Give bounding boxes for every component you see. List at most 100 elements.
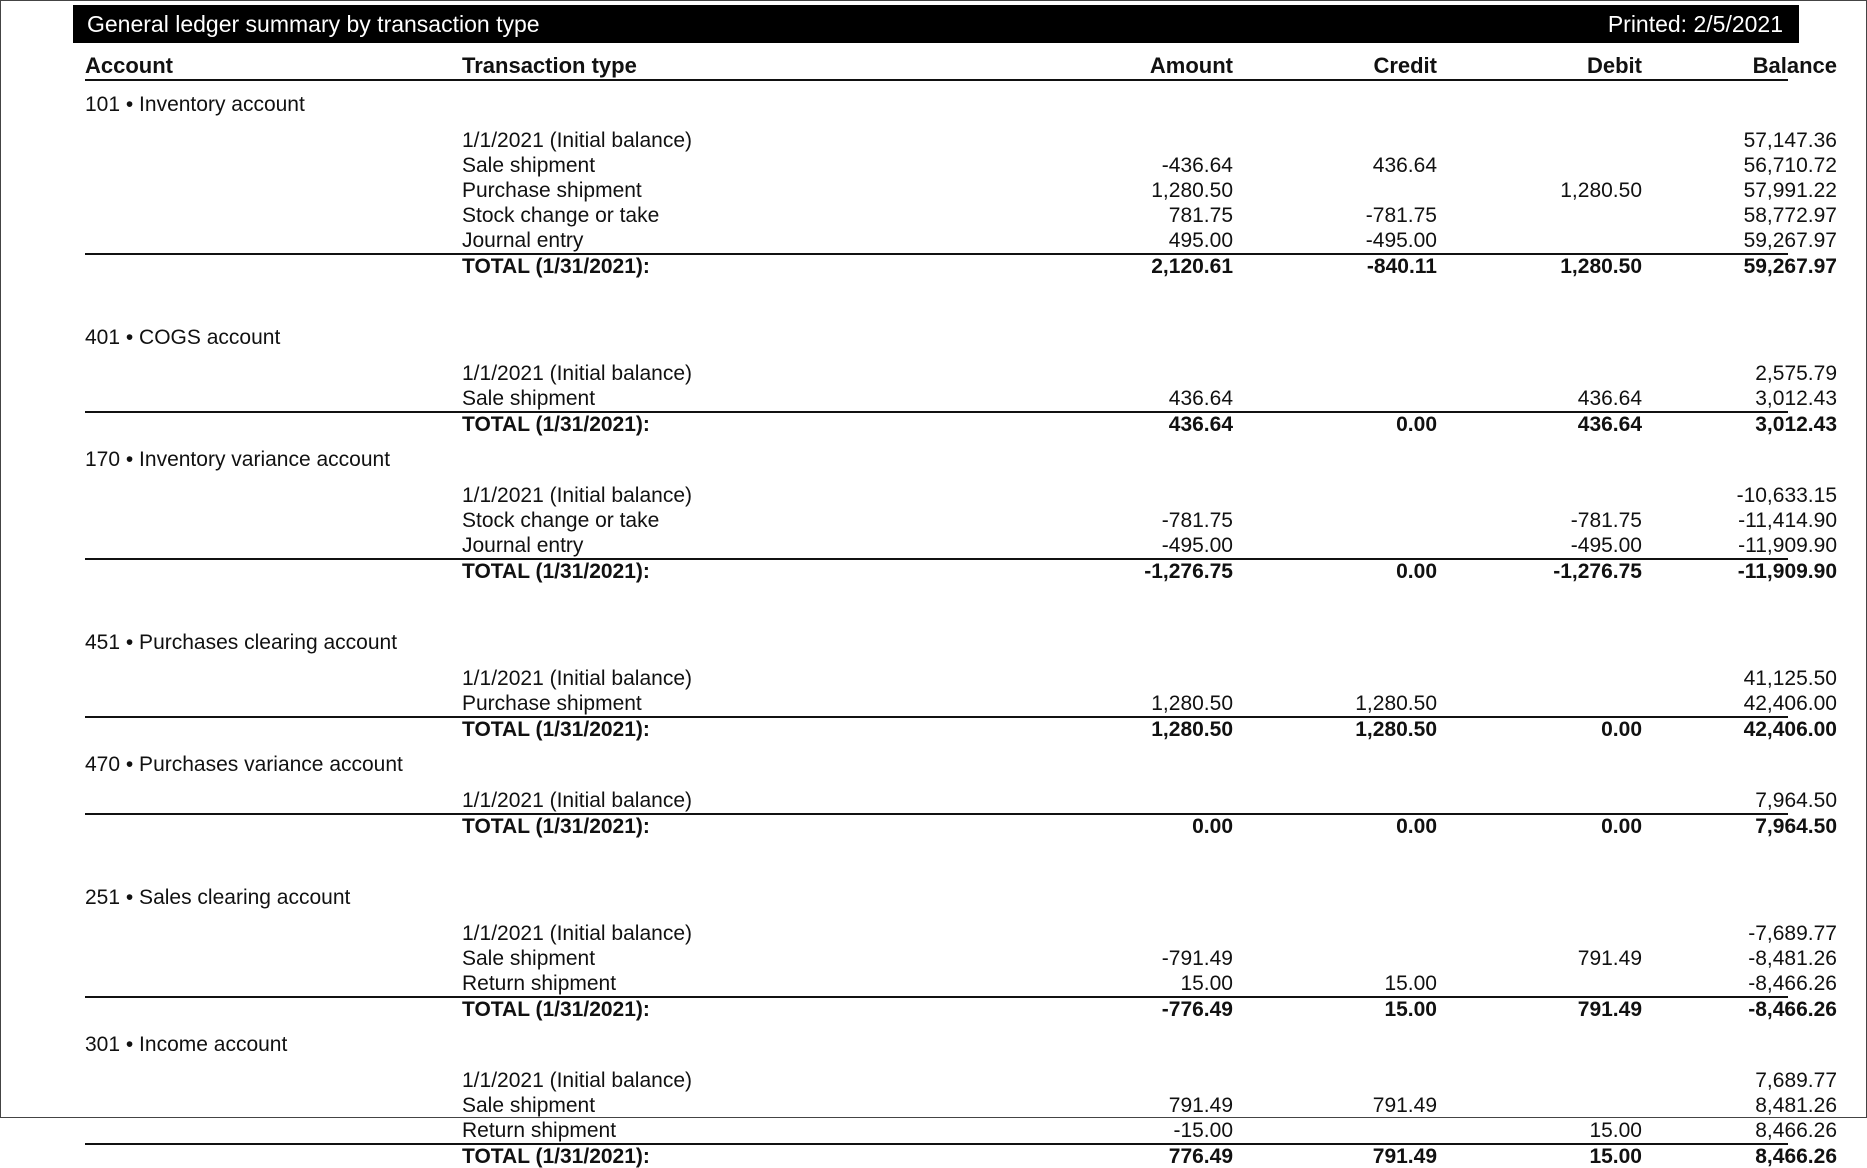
transaction-row: Sale shipment -791.49 791.49 -8,481.26: [85, 946, 1837, 971]
report-title: General ledger summary by transaction ty…: [87, 11, 540, 37]
transaction-type-cell: Purchase shipment: [462, 692, 642, 715]
total-balance: 59,267.97: [1743, 255, 1837, 278]
transaction-type-cell: Return shipment: [462, 1119, 617, 1142]
balance-cell: 7,964.50: [1755, 789, 1837, 812]
account-block: 170 • Inventory variance account 1/1/2021…: [85, 436, 1837, 583]
account-block: 301 • Income account 1/1/2021 (Initial ba…: [85, 1021, 1837, 1168]
account-name: 101 • Inventory account: [85, 93, 305, 116]
total-credit: -840.11: [1366, 255, 1437, 278]
credit-cell: 15.00: [1384, 972, 1437, 995]
column-header-transaction-type: Transaction type: [462, 53, 637, 78]
transaction-row: Stock change or take -781.75 -781.75 -11,41…: [85, 508, 1837, 533]
total-label: TOTAL (1/31/2021):: [462, 998, 650, 1021]
balance-cell: -7,689.77: [1748, 922, 1837, 945]
transaction-row: 1/1/2021 (Initial balance) 57,147.36: [85, 128, 1837, 153]
transaction-row: 1/1/2021 (Initial balance) -10,633.15: [85, 483, 1837, 508]
total-label: TOTAL (1/31/2021):: [462, 255, 650, 278]
transaction-type-cell: 1/1/2021 (Initial balance): [462, 667, 692, 690]
transaction-row: Return shipment 15.00 15.00 -8,466.26: [85, 971, 1837, 996]
credit-cell: -495.00: [1365, 229, 1437, 252]
balance-cell: -8,481.26: [1748, 947, 1837, 970]
balance-cell: 56,710.72: [1743, 154, 1837, 177]
account-block: 451 • Purchases clearing account 1/1/2021…: [85, 619, 1837, 741]
balance-cell: 59,267.97: [1743, 229, 1837, 252]
column-header-row: Account Transaction type Amount Credit D…: [73, 53, 1837, 79]
balance-cell: 57,991.22: [1743, 179, 1837, 202]
amount-cell: 1,280.50: [1151, 692, 1233, 715]
total-amount: -1,276.75: [1144, 560, 1233, 583]
balance-cell: 57,147.36: [1743, 129, 1837, 152]
transaction-type-cell: Journal entry: [462, 229, 584, 252]
credit-cell: -781.75: [1365, 204, 1437, 227]
transaction-type-cell: 1/1/2021 (Initial balance): [462, 1069, 692, 1092]
transaction-type-cell: Purchase shipment: [462, 179, 642, 202]
total-row: TOTAL (1/31/2021): 1,280.50 1,280.50 0.00 42…: [85, 716, 1837, 741]
total-credit: 1,280.50: [1355, 718, 1437, 741]
transaction-type-cell: 1/1/2021 (Initial balance): [462, 484, 692, 507]
transaction-row: Sale shipment -436.64 436.64 56,710.72: [85, 153, 1837, 178]
credit-cell: 1,280.50: [1355, 692, 1437, 715]
account-name: 301 • Income account: [85, 1033, 288, 1056]
total-debit: 436.64: [1577, 413, 1642, 436]
account-name: 470 • Purchases variance account: [85, 753, 403, 776]
transaction-type-cell: Stock change or take: [462, 509, 660, 532]
balance-cell: 8,466.26: [1755, 1119, 1837, 1142]
debit-cell: 436.64: [1577, 387, 1642, 410]
total-row: TOTAL (1/31/2021): 776.49 791.49 15.00 8,466…: [85, 1143, 1837, 1168]
transaction-type-cell: 1/1/2021 (Initial balance): [462, 129, 692, 152]
total-balance: -8,466.26: [1748, 998, 1837, 1021]
transaction-row: Sale shipment 436.64 436.64 3,012.43: [85, 386, 1837, 411]
transaction-row: Return shipment -15.00 15.00 8,466.26: [85, 1118, 1837, 1143]
transaction-type-cell: Stock change or take: [462, 204, 660, 227]
balance-cell: 2,575.79: [1755, 362, 1837, 385]
transaction-row: 1/1/2021 (Initial balance) 2,575.79: [85, 361, 1837, 386]
total-amount: 1,280.50: [1151, 718, 1233, 741]
transaction-type-cell: Sale shipment: [462, 947, 596, 970]
account-block: 470 • Purchases variance account 1/1/2021…: [85, 741, 1837, 838]
total-balance: 8,466.26: [1755, 1145, 1837, 1168]
total-debit: 15.00: [1589, 1145, 1642, 1168]
balance-cell: 58,772.97: [1743, 204, 1837, 227]
total-label: TOTAL (1/31/2021):: [462, 1145, 650, 1168]
balance-cell: 8,481.26: [1755, 1094, 1837, 1117]
account-block: 401 • COGS account 1/1/2021 (Initial bala…: [85, 314, 1837, 436]
debit-cell: 15.00: [1589, 1119, 1642, 1142]
credit-cell: 791.49: [1372, 1094, 1437, 1117]
balance-cell: -10,633.15: [1736, 484, 1837, 507]
total-row: TOTAL (1/31/2021): 436.64 0.00 436.64 3,012.…: [85, 411, 1837, 436]
debit-cell: -781.75: [1570, 509, 1642, 532]
total-balance: 42,406.00: [1743, 718, 1837, 741]
total-debit: 1,280.50: [1560, 255, 1642, 278]
column-header-debit: Debit: [1587, 53, 1642, 78]
transaction-row: 1/1/2021 (Initial balance) 7,964.50: [85, 788, 1837, 813]
transaction-row: Stock change or take 781.75 -781.75 58,772.…: [85, 203, 1837, 228]
column-header-amount: Amount: [1149, 53, 1233, 78]
amount-cell: -436.64: [1161, 154, 1233, 177]
balance-cell: 3,012.43: [1755, 387, 1837, 410]
account-block: 251 • Sales clearing account 1/1/2021 (In…: [85, 874, 1837, 1021]
ledger-content: 101 • Inventory account 1/1/2021 (Initial…: [85, 81, 1837, 1168]
total-debit: 0.00: [1601, 815, 1642, 838]
balance-cell: 41,125.50: [1743, 667, 1837, 690]
total-row: TOTAL (1/31/2021): -776.49 15.00 791.49 -8,4…: [85, 996, 1837, 1021]
amount-cell: -781.75: [1161, 509, 1233, 532]
total-balance: 7,964.50: [1755, 815, 1837, 838]
total-credit: 15.00: [1384, 998, 1437, 1021]
total-balance: -11,909.90: [1737, 560, 1837, 583]
report-title-bar: General ledger summary by transaction ty…: [73, 5, 1799, 43]
total-credit: 0.00: [1396, 560, 1437, 583]
amount-cell: -495.00: [1161, 534, 1233, 557]
account-name: 170 • Inventory variance account: [85, 448, 391, 471]
total-amount: 776.49: [1168, 1145, 1233, 1168]
debit-cell: 1,280.50: [1560, 179, 1642, 202]
total-row: TOTAL (1/31/2021): 2,120.61 -840.11 1,280.5…: [85, 253, 1837, 278]
debit-cell: 791.49: [1577, 947, 1642, 970]
balance-cell: -11,909.90: [1738, 534, 1837, 557]
transaction-row: Purchase shipment 1,280.50 1,280.50 42,406.…: [85, 691, 1837, 716]
amount-cell: 781.75: [1168, 204, 1233, 227]
credit-cell: 436.64: [1372, 154, 1437, 177]
transaction-type-cell: Return shipment: [462, 972, 617, 995]
transaction-row: 1/1/2021 (Initial balance) 41,125.50: [85, 666, 1837, 691]
total-row: TOTAL (1/31/2021): -1,276.75 0.00 -1,276.75…: [85, 558, 1837, 583]
